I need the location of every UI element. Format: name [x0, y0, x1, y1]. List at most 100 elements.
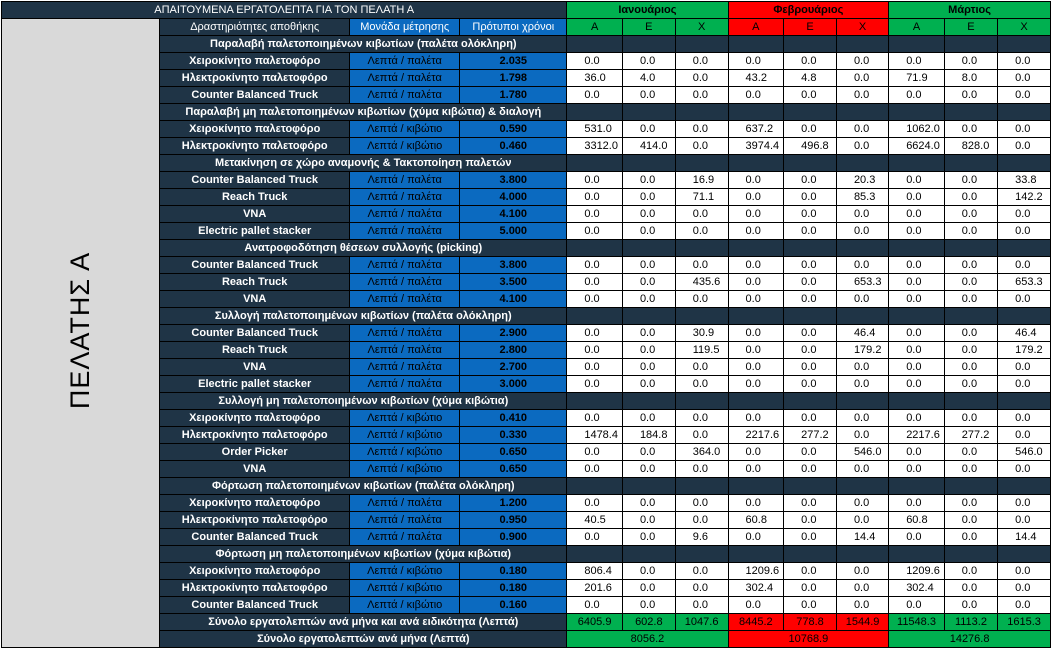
value-cell[interactable]: 0.0	[566, 375, 623, 393]
value-cell[interactable]: 0.0	[835, 86, 890, 104]
value-cell[interactable]: 14.4	[835, 528, 890, 546]
unit-cell[interactable]: Λεπτά / κιβώτιο	[349, 426, 461, 444]
value-cell[interactable]: 3312.0	[566, 137, 623, 155]
total-grade-cell[interactable]: 602.8	[621, 613, 676, 631]
value-cell[interactable]: 0.0	[674, 222, 729, 240]
value-cell[interactable]: 179.2	[997, 341, 1051, 359]
activity-label[interactable]: Ηλεκτροκίνητο παλετοφόρο	[159, 579, 351, 597]
standard-time-cell[interactable]: 0.180	[459, 579, 568, 597]
activity-label[interactable]: Χειροκίνητο παλετοφόρο	[159, 494, 351, 512]
activity-label[interactable]: Counter Balanced Truck	[159, 171, 351, 189]
value-cell[interactable]: 0.0	[888, 443, 945, 461]
value-cell[interactable]: 0.0	[783, 341, 837, 359]
value-cell[interactable]: 0.0	[621, 341, 676, 359]
value-cell[interactable]: 0.0	[888, 358, 945, 376]
value-cell[interactable]: 0.0	[674, 290, 729, 308]
standard-time-cell[interactable]: 1.798	[459, 69, 568, 87]
value-cell[interactable]: 0.0	[783, 256, 837, 274]
value-cell[interactable]: 1209.6	[888, 562, 945, 580]
value-cell[interactable]: 0.0	[943, 86, 999, 104]
value-cell[interactable]: 0.0	[566, 290, 623, 308]
unit-cell[interactable]: Λεπτά / παλέτα	[349, 273, 461, 291]
value-cell[interactable]: 0.0	[727, 375, 785, 393]
value-cell[interactable]: 0.0	[621, 205, 676, 223]
value-cell[interactable]: 0.0	[783, 86, 837, 104]
value-cell[interactable]: 0.0	[783, 375, 837, 393]
value-cell[interactable]: 0.0	[997, 511, 1051, 529]
value-cell[interactable]: 0.0	[997, 205, 1051, 223]
value-cell[interactable]: 0.0	[674, 256, 729, 274]
value-cell[interactable]: 0.0	[783, 494, 837, 512]
value-cell[interactable]: 0.0	[783, 528, 837, 546]
value-cell[interactable]: 0.0	[727, 596, 785, 614]
value-cell[interactable]: 0.0	[566, 188, 623, 206]
value-cell[interactable]: 0.0	[943, 171, 999, 189]
value-cell[interactable]: 0.0	[888, 52, 945, 70]
value-cell[interactable]: 0.0	[783, 579, 837, 597]
value-cell[interactable]: 546.0	[997, 443, 1051, 461]
value-cell[interactable]: 14.4	[997, 528, 1051, 546]
total-grade-cell[interactable]: 6405.9	[566, 613, 623, 631]
value-cell[interactable]: 0.0	[943, 290, 999, 308]
activity-label[interactable]: Ηλεκτροκίνητο παλετοφόρο	[159, 511, 351, 529]
value-cell[interactable]: 0.0	[997, 579, 1051, 597]
value-cell[interactable]: 0.0	[997, 69, 1051, 87]
value-cell[interactable]: 0.0	[943, 273, 999, 291]
value-cell[interactable]: 0.0	[783, 120, 837, 138]
activity-label[interactable]: Ηλεκτροκίνητο παλετοφόρο	[159, 137, 351, 155]
activity-label[interactable]: Χειροκίνητο παλετοφόρο	[159, 52, 351, 70]
value-cell[interactable]: 0.0	[997, 222, 1051, 240]
value-cell[interactable]: 0.0	[566, 358, 623, 376]
total-grade-cell[interactable]: 11548.3	[888, 613, 945, 631]
standard-time-cell[interactable]: 4.100	[459, 205, 568, 223]
activity-label[interactable]: Χειροκίνητο παλετοφόρο	[159, 120, 351, 138]
value-cell[interactable]: 1062.0	[888, 120, 945, 138]
value-cell[interactable]: 71.9	[888, 69, 945, 87]
value-cell[interactable]: 0.0	[997, 52, 1051, 70]
activity-label[interactable]: Χειροκίνητο παλετοφόρο	[159, 409, 351, 427]
value-cell[interactable]: 0.0	[621, 273, 676, 291]
value-cell[interactable]: 0.0	[835, 375, 890, 393]
unit-cell[interactable]: Λεπτά / κιβώτιο	[349, 137, 461, 155]
value-cell[interactable]: 0.0	[566, 596, 623, 614]
activity-label[interactable]: Reach Truck	[159, 273, 351, 291]
value-cell[interactable]: 6624.0	[888, 137, 945, 155]
value-cell[interactable]: 0.0	[727, 273, 785, 291]
value-cell[interactable]: 0.0	[566, 494, 623, 512]
value-cell[interactable]: 0.0	[943, 460, 999, 478]
value-cell[interactable]: 0.0	[943, 375, 999, 393]
value-cell[interactable]: 0.0	[727, 341, 785, 359]
unit-cell[interactable]: Λεπτά / παλέτα	[349, 341, 461, 359]
standard-time-cell[interactable]: 3.800	[459, 171, 568, 189]
value-cell[interactable]: 0.0	[997, 409, 1051, 427]
activity-label[interactable]: Ηλεκτροκίνητο παλετοφόρο	[159, 426, 351, 444]
total-grade-cell[interactable]: 1113.2	[943, 613, 999, 631]
unit-cell[interactable]: Λεπτά / παλέτα	[349, 188, 461, 206]
value-cell[interactable]: 0.0	[997, 358, 1051, 376]
standard-time-cell[interactable]: 0.590	[459, 120, 568, 138]
value-cell[interactable]: 0.0	[674, 579, 729, 597]
value-cell[interactable]: 0.0	[621, 511, 676, 529]
value-cell[interactable]: 302.4	[888, 579, 945, 597]
value-cell[interactable]: 0.0	[783, 171, 837, 189]
value-cell[interactable]: 0.0	[888, 205, 945, 223]
value-cell[interactable]: 0.0	[943, 222, 999, 240]
standard-time-cell[interactable]: 4.000	[459, 188, 568, 206]
value-cell[interactable]: 0.0	[674, 409, 729, 427]
unit-cell[interactable]: Λεπτά / παλέτα	[349, 290, 461, 308]
value-cell[interactable]: 0.0	[783, 443, 837, 461]
value-cell[interactable]: 85.3	[835, 188, 890, 206]
unit-cell[interactable]: Λεπτά / παλέτα	[349, 358, 461, 376]
activity-label[interactable]: Electric pallet stacker	[159, 375, 351, 393]
value-cell[interactable]: 0.0	[888, 341, 945, 359]
value-cell[interactable]: 0.0	[997, 375, 1051, 393]
value-cell[interactable]: 0.0	[727, 494, 785, 512]
value-cell[interactable]: 0.0	[621, 579, 676, 597]
activity-label[interactable]: VNA	[159, 205, 351, 223]
value-cell[interactable]: 0.0	[888, 375, 945, 393]
activity-label[interactable]: Χειροκίνητο παλετοφόρο	[159, 562, 351, 580]
value-cell[interactable]: 0.0	[566, 409, 623, 427]
value-cell[interactable]: 16.9	[674, 171, 729, 189]
activity-label[interactable]: Counter Balanced Truck	[159, 256, 351, 274]
value-cell[interactable]: 0.0	[727, 443, 785, 461]
